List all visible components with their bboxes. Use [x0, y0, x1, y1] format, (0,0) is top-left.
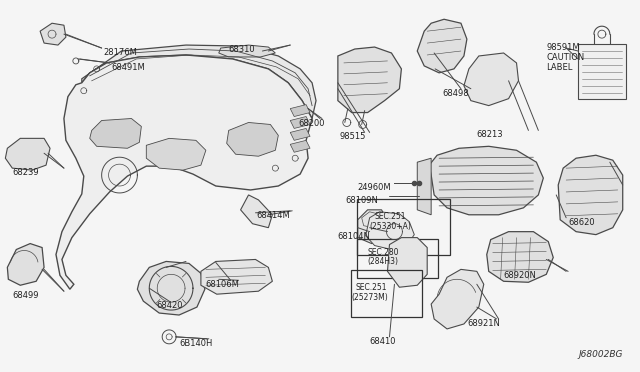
Text: 98591M: 98591M [547, 43, 580, 52]
Text: 68414M: 68414M [257, 211, 290, 220]
Polygon shape [40, 23, 66, 45]
Text: 68310: 68310 [228, 45, 255, 54]
Polygon shape [338, 47, 401, 113]
Polygon shape [7, 244, 44, 285]
Polygon shape [241, 195, 273, 228]
Polygon shape [429, 146, 543, 215]
Polygon shape [290, 105, 310, 116]
Text: 6B140H: 6B140H [179, 339, 212, 348]
Text: (25330+A): (25330+A) [370, 222, 412, 231]
Polygon shape [290, 116, 310, 128]
Text: SEC.280: SEC.280 [367, 247, 399, 257]
Polygon shape [56, 55, 312, 289]
Text: 68921N: 68921N [467, 319, 500, 328]
Text: 24960M: 24960M [358, 183, 391, 192]
Polygon shape [201, 259, 273, 294]
Polygon shape [138, 262, 205, 315]
Text: LABEL: LABEL [547, 63, 573, 72]
Polygon shape [365, 212, 414, 250]
Text: 68498: 68498 [442, 89, 468, 98]
Text: 28176M: 28176M [104, 48, 138, 57]
Polygon shape [487, 232, 553, 282]
Text: SEC.251: SEC.251 [374, 212, 406, 221]
Text: CAUTION: CAUTION [547, 53, 584, 62]
Polygon shape [431, 269, 484, 329]
Text: 68491M: 68491M [111, 63, 145, 72]
Text: 68420: 68420 [156, 301, 183, 310]
Text: (284H3): (284H3) [367, 257, 399, 266]
Text: 68104N: 68104N [338, 232, 371, 241]
Polygon shape [290, 128, 310, 140]
Polygon shape [417, 19, 467, 73]
Text: 68200: 68200 [298, 119, 324, 128]
Polygon shape [90, 119, 141, 148]
Text: 68620: 68620 [568, 218, 595, 227]
Polygon shape [147, 138, 206, 170]
Text: 68213: 68213 [477, 131, 504, 140]
Text: 68106M: 68106M [206, 280, 240, 289]
Text: (25273M): (25273M) [352, 293, 388, 302]
Polygon shape [290, 140, 310, 152]
Text: 68239: 68239 [12, 168, 39, 177]
Polygon shape [82, 45, 316, 119]
Text: 68109N: 68109N [346, 196, 379, 205]
Polygon shape [464, 53, 518, 106]
Polygon shape [358, 210, 387, 244]
Text: 68410: 68410 [370, 337, 396, 346]
Polygon shape [5, 138, 50, 170]
Polygon shape [578, 44, 626, 99]
Polygon shape [227, 122, 278, 156]
Polygon shape [219, 45, 275, 57]
Text: 68920N: 68920N [504, 271, 536, 280]
Text: 68499: 68499 [12, 291, 39, 300]
Text: J68002BG: J68002BG [578, 350, 623, 359]
Polygon shape [387, 238, 427, 287]
Text: 98515: 98515 [340, 132, 366, 141]
Polygon shape [417, 158, 431, 215]
Text: SEC.251: SEC.251 [356, 283, 387, 292]
Polygon shape [558, 155, 623, 235]
